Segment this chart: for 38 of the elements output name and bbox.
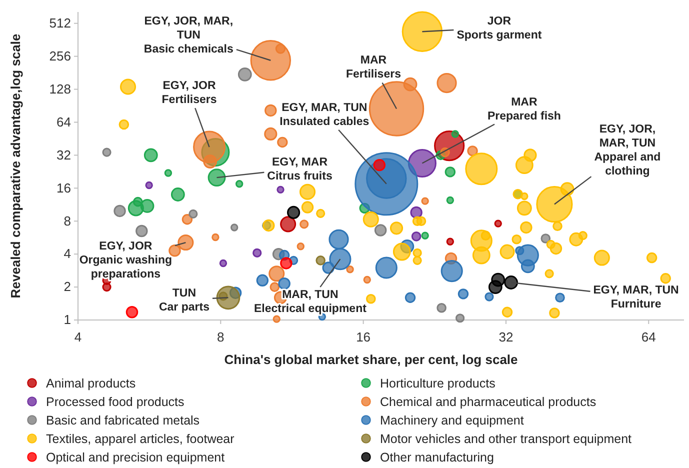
annotation: MAR Prepared fish <box>487 96 561 122</box>
y-tick-label: 8 <box>64 213 71 228</box>
annotation: EGY, JOR Organic washing preparations <box>79 240 172 281</box>
annotation: EGY, MAR, TUN Insulated cables <box>280 102 370 128</box>
y-tick-label: 256 <box>49 48 71 64</box>
annotation: JOR Sports garment <box>456 16 542 42</box>
annotation: EGY, JOR, MAR, TUN Apparel and clothing <box>594 123 661 178</box>
legend-label: Machinery and equipment <box>380 414 524 428</box>
legend-label: Animal products <box>46 376 136 390</box>
legend-label: Motor vehicles and other transport equipment <box>380 432 632 446</box>
x-tick-label: 16 <box>356 329 371 344</box>
y-tick-label: 512 <box>49 16 71 31</box>
annotation: EGY, JOR, MAR, TUN Basic chemicals <box>144 15 234 56</box>
y-tick-label: 2 <box>64 279 71 294</box>
y-tick-label: 64 <box>56 114 71 130</box>
legend-label: Processed food products <box>46 395 184 409</box>
legend-label: Chemical and pharmaceutical products <box>380 395 596 409</box>
annotation: EGY, MAR, TUN Furniture <box>593 284 679 311</box>
x-tick-label: 8 <box>217 329 224 344</box>
legend-label: Basic and fabricated metals <box>46 414 200 428</box>
annotation: MAR Fertilisers <box>346 54 401 81</box>
y-tick-label: 32 <box>56 147 71 162</box>
annotation: EGY, JOR Fertilisers <box>162 80 217 106</box>
legend-label: Optical and precision equipment <box>46 450 226 464</box>
legend-label: Horticulture products <box>380 376 496 390</box>
y-axis-title: Revealed comparative advantage,log scale <box>8 34 23 298</box>
x-tick-label: 4 <box>74 329 82 344</box>
x-axis-title: China's global market share, per cent, log scale <box>224 352 518 367</box>
x-tick-label: 64 <box>641 329 656 344</box>
legend-label: Other manufacturing <box>380 450 494 464</box>
y-tick-label: 16 <box>56 180 71 196</box>
annotation: EGY, MAR Citrus fruits <box>267 156 332 183</box>
y-tick-label: 4 <box>64 246 71 262</box>
y-tick-label: 1 <box>64 312 71 328</box>
annotation: TUN Car parts <box>158 288 210 314</box>
legend-label: Textiles, apparel articles, footwear <box>46 432 234 446</box>
y-tick-label: 128 <box>49 81 71 96</box>
x-tick-label: 32 <box>498 329 514 344</box>
